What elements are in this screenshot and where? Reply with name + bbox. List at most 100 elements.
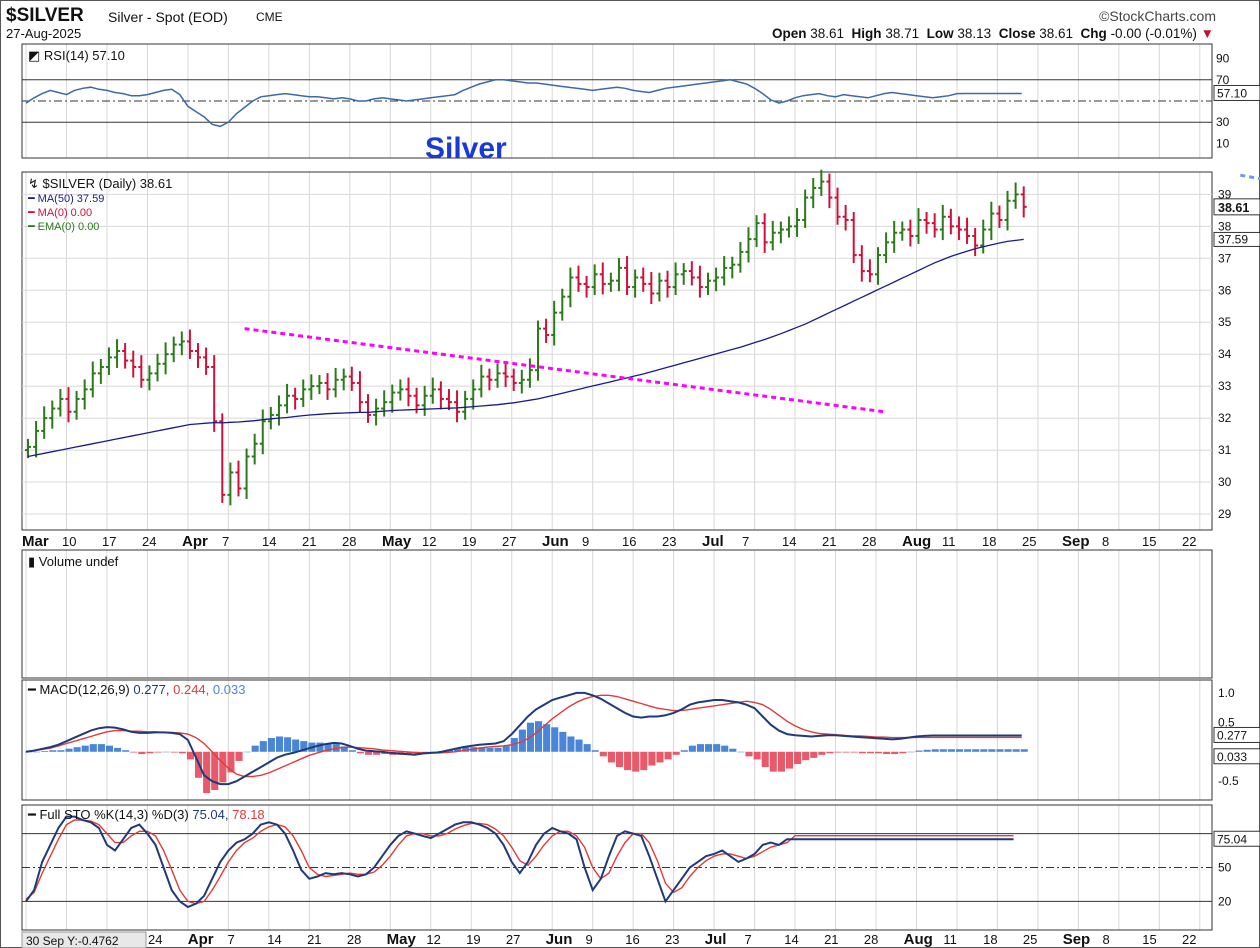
macd-histogram-bar: [267, 738, 275, 752]
macd-histogram-bar: [964, 749, 972, 752]
price-bar: [713, 267, 720, 292]
price-bar: [615, 257, 622, 292]
macd-histogram-bar: [818, 751, 826, 755]
price-bar: [866, 259, 873, 283]
price-legend-line: ━ EMA(0) 0.00: [27, 221, 99, 233]
price-bar: [25, 438, 31, 459]
macd-histogram-bar: [138, 751, 146, 755]
sto-k-line: [25, 815, 1014, 909]
price-bar: [122, 343, 129, 369]
price-tick-label: 29: [1218, 507, 1232, 521]
sto-last-value: 75.04: [1217, 832, 1247, 846]
price-bar: [947, 208, 954, 235]
macd-histogram-bar: [672, 751, 680, 755]
price-bar: [567, 267, 574, 308]
sto-tick-label: 20: [1218, 894, 1232, 908]
x-axis-label: 9: [582, 534, 589, 549]
last-ma-box: [1213, 231, 1260, 247]
bottom-x-axis-label: Apr: [188, 931, 214, 948]
macd-histogram-bar: [162, 751, 170, 753]
macd-histogram-bar: [834, 751, 842, 753]
macd-histogram-bar: [81, 745, 89, 752]
price-tick-label: 30: [1218, 475, 1232, 489]
macd-histogram-bar: [421, 751, 429, 753]
macd-histogram-bar: [826, 751, 834, 754]
sto-legend: ━ Full STO %K(14,3) %D(3) 75.04, 78.18: [27, 807, 265, 822]
macd-histogram-bar: [664, 751, 672, 760]
macd-histogram-bar: [624, 751, 632, 771]
x-axis-label: 8: [1102, 534, 1109, 549]
price-legend-line: ↯ $SILVER (Daily) 38.61: [28, 176, 172, 191]
macd-tick-label: 0.5: [1218, 715, 1235, 729]
chg-value: -0.00 (-0.01%): [1110, 26, 1197, 41]
price-bar: [251, 433, 258, 465]
down-triangle-icon: ▼: [1200, 26, 1214, 41]
macd-histogram-bar: [915, 750, 923, 752]
x-axis-label: 17: [102, 534, 116, 549]
bottom-x-axis-label: Aug: [904, 931, 933, 948]
price-bar: [41, 406, 48, 439]
price-bar: [300, 379, 307, 407]
price-bar: [1004, 190, 1011, 231]
price-bar: [769, 220, 776, 251]
price-bar: [624, 256, 631, 296]
price-legend-line: ━ MA(50) 37.59: [27, 193, 104, 205]
macd-histogram-bar: [454, 747, 462, 752]
macd-histogram-bar: [154, 751, 162, 753]
price-bar: [81, 379, 88, 410]
macd-histogram-bar: [259, 741, 267, 752]
macd-histogram-bar: [97, 744, 105, 752]
x-axis-label: 22: [1182, 534, 1196, 549]
macd-histogram-bar: [494, 747, 502, 752]
price-bar: [502, 361, 509, 388]
price-bar: [462, 390, 469, 420]
macd-histogram-bar: [105, 745, 114, 752]
rsi-tick-label: 70: [1216, 73, 1230, 87]
price-bar: [235, 460, 242, 497]
macd-histogram-bar: [858, 751, 866, 754]
macd-histogram-bar: [543, 724, 551, 752]
price-tick-label: 32: [1218, 411, 1232, 425]
macd-histogram-bar: [769, 751, 777, 772]
rsi-last-value: 57.10: [1217, 86, 1247, 100]
x-axis-label: 7: [222, 534, 229, 549]
price-bar: [915, 208, 922, 244]
rsi-line: [25, 79, 1022, 128]
macd-histogram-bar: [931, 749, 939, 752]
price-bar: [591, 264, 598, 296]
macd-histogram-bar: [988, 749, 996, 752]
rsi-tick-label: 30: [1216, 115, 1230, 129]
price-bar: [761, 213, 768, 253]
price-bar: [356, 371, 363, 413]
price-bar: [988, 201, 995, 241]
macd-histogram-bar: [688, 745, 696, 752]
last-ma-value: 37.59: [1218, 232, 1248, 246]
x-axis-label: 28: [862, 534, 876, 549]
price-bar: [964, 217, 971, 244]
price-bar: [551, 300, 558, 346]
brand-logo[interactable]: ©StockCharts.com: [1099, 8, 1216, 24]
price-bar: [939, 204, 946, 241]
macd-histogram-bar: [510, 738, 518, 752]
macd-histogram-bar: [777, 751, 785, 772]
macd-histogram-bar: [122, 750, 130, 752]
x-axis-label: 18: [982, 534, 996, 549]
x-axis-label: 12: [422, 534, 436, 549]
macd-legend-part: 0.244,: [173, 682, 213, 697]
price-bar: [211, 355, 218, 432]
price-bar: [648, 272, 655, 305]
price-bar: [834, 187, 841, 225]
price-bar: [316, 374, 323, 395]
macd-histogram-bar: [794, 751, 802, 764]
low-label: Low: [926, 26, 954, 41]
price-bar: [114, 339, 121, 368]
sto-legend-part: 78.18: [232, 807, 265, 822]
macd-legend-part: 0.277,: [133, 682, 173, 697]
macd-histogram-bar: [696, 744, 704, 752]
price-tick-label: 36: [1218, 283, 1232, 297]
macd-histogram-bar: [502, 745, 510, 752]
price-bar: [275, 395, 282, 426]
x-axis-label: 23: [662, 534, 676, 549]
price-bar: [73, 390, 80, 420]
